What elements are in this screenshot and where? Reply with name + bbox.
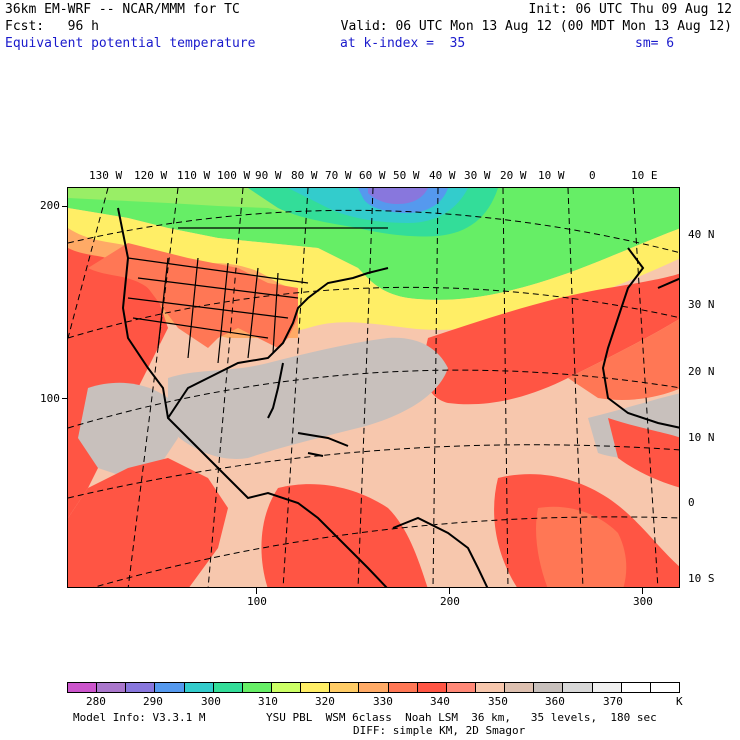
colorbar-swatch	[301, 683, 331, 692]
colorbar-swatch	[359, 683, 389, 692]
model-info: Model Info: V3.3.1 M	[73, 711, 206, 724]
longitude-label: 30 W	[464, 169, 491, 182]
longitude-label: 0	[589, 169, 596, 182]
colorbar-label: 300	[201, 695, 221, 708]
colorbar-label: 330	[373, 695, 393, 708]
k-index: at k-index = 35	[340, 36, 466, 51]
colorbar-label: K	[676, 695, 683, 708]
latitude-label: 0	[688, 496, 695, 509]
longitude-label: 90 W	[255, 169, 282, 182]
colorbar-label: 340	[430, 695, 450, 708]
latitude-label: 10 N	[688, 431, 715, 444]
longitude-label: 50 W	[393, 169, 420, 182]
longitude-label: 100 W	[217, 169, 251, 182]
latitude-label: 30 N	[688, 298, 715, 311]
map-graphic	[68, 188, 679, 587]
smoothing: sm= 6	[635, 36, 675, 51]
colorbar-swatch	[271, 683, 302, 692]
latitude-label: 20 N	[688, 365, 715, 378]
longitude-label: 80 W	[291, 169, 318, 182]
colorbar	[67, 682, 680, 693]
colorbar-swatch	[592, 683, 622, 692]
longitude-label: 110 W	[177, 169, 211, 182]
colorbar-swatch	[97, 683, 127, 692]
colorbar-swatch	[650, 683, 679, 692]
longitude-label: 60 W	[359, 169, 386, 182]
longitude-label: 20 W	[500, 169, 527, 182]
left-axis-label-200: 200	[40, 199, 60, 212]
bottom-axis-label-200: 200	[440, 595, 460, 608]
longitude-label: 70 W	[325, 169, 352, 182]
longitude-label: 130 W	[89, 169, 123, 182]
model-title: 36km EM-WRF -- NCAR/MMM for TC	[5, 2, 240, 17]
colorbar-swatch	[475, 683, 506, 692]
colorbar-label: 290	[143, 695, 163, 708]
forecast-hour: Fcst: 96 h	[5, 19, 99, 34]
colorbar-label: 360	[545, 695, 565, 708]
colorbar-swatch	[213, 683, 243, 692]
physics-info: YSU PBL WSM 6class Noah LSM 36 km, 35 le…	[266, 711, 657, 724]
colorbar-swatch	[126, 683, 156, 692]
field-name: Equivalent potential temperature	[5, 36, 256, 51]
colorbar-swatch	[534, 683, 564, 692]
valid-time: Valid: 06 UTC Mon 13 Aug 12 (00 MDT Mon …	[340, 19, 732, 34]
bottom-axis-label-300: 300	[633, 595, 653, 608]
colorbar-swatch	[505, 683, 535, 692]
theta-e-map	[67, 187, 680, 588]
colorbar-swatch	[446, 683, 476, 692]
longitude-label: 10 E	[631, 169, 658, 182]
colorbar-label: 350	[488, 695, 508, 708]
colorbar-label: 370	[603, 695, 623, 708]
longitude-label: 120 W	[134, 169, 168, 182]
init-time: Init: 06 UTC Thu 09 Aug 12	[528, 2, 733, 17]
colorbar-swatch	[184, 683, 214, 692]
latitude-label: 40 N	[688, 228, 715, 241]
latitude-label: 10 S	[688, 572, 715, 585]
colorbar-swatch	[621, 683, 651, 692]
colorbar-swatch	[155, 683, 185, 692]
colorbar-label: 310	[258, 695, 278, 708]
colorbar-label: 280	[86, 695, 106, 708]
longitude-label: 40 W	[429, 169, 456, 182]
left-axis-label-100: 100	[40, 392, 60, 405]
bottom-axis-label-100: 100	[247, 595, 267, 608]
colorbar-label: 320	[315, 695, 335, 708]
diffusion-info: DIFF: simple KM, 2D Smagor	[353, 724, 526, 737]
colorbar-swatch	[242, 683, 272, 692]
colorbar-swatch	[563, 683, 593, 692]
colorbar-swatch	[68, 683, 98, 692]
colorbar-swatch	[330, 683, 360, 692]
colorbar-swatch	[388, 683, 418, 692]
longitude-label: 10 W	[538, 169, 565, 182]
colorbar-swatch	[417, 683, 447, 692]
